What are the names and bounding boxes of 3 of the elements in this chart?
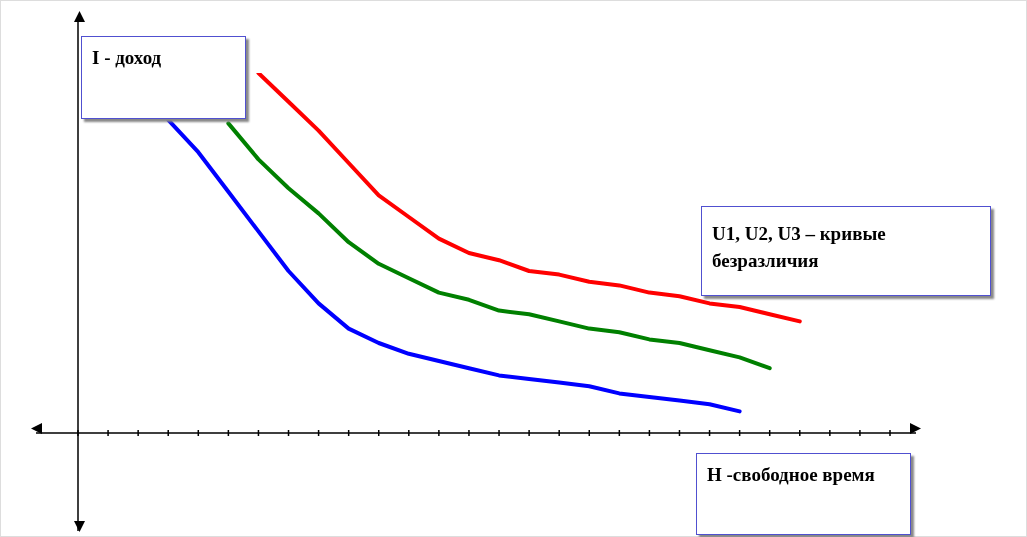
text-box: H -свободное время <box>696 453 911 535</box>
text-box: I - доход <box>81 36 246 119</box>
text-box: U1, U2, U3 – кривые безразличия <box>701 206 991 296</box>
